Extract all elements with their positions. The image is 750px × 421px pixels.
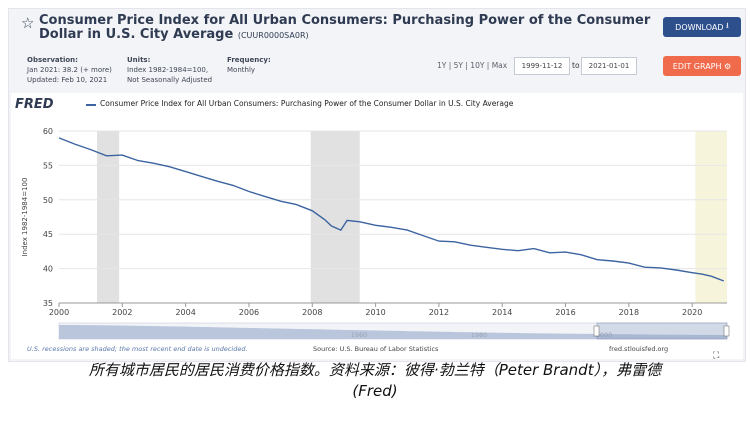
observation-value[interactable]: Jan 2021: 38.2 (+ more) <box>27 66 112 74</box>
download-icon: ⭳ <box>723 21 729 30</box>
edit-graph-label: EDIT GRAPH <box>672 61 722 71</box>
fullscreen-icon[interactable]: ⛶ <box>713 351 720 361</box>
recession-note: U.S. recessions are shaded; the most rec… <box>27 345 248 353</box>
page-title: Consumer Price Index for All Urban Consu… <box>39 14 669 43</box>
navigator-label: 1960 <box>351 331 368 339</box>
units-value-1: Index 1982-1984=100, <box>127 66 209 74</box>
legend-swatch <box>86 104 96 106</box>
edit-graph-button[interactable]: EDIT GRAPH ⚙ <box>663 56 741 76</box>
chart-panel: FRED Consumer Price Index for All Urban … <box>11 93 743 361</box>
star-icon[interactable]: ☆ <box>21 14 35 32</box>
start-date-input[interactable]: 1999-11-12 <box>514 57 570 75</box>
x-tick-label: 2016 <box>555 308 575 317</box>
legend-label: Consumer Price Index for All Urban Consu… <box>100 99 514 108</box>
page-title-text: Consumer Price Index for All Urban Consu… <box>39 13 651 42</box>
x-tick-label: 2002 <box>112 308 132 317</box>
y-tick-label: 50 <box>43 196 53 205</box>
units-block: Units: Index 1982-1984=100, Not Seasonal… <box>127 55 212 85</box>
caption-line-1: 所有城市居民的居民消费价格指数。资料来源：彼得·勃兰特（Peter Brandt… <box>88 361 662 379</box>
x-tick-label: 2014 <box>492 308 512 317</box>
navigator-handle-left <box>593 325 600 337</box>
site-url[interactable]: fred.stlouisfed.org <box>609 345 669 353</box>
gear-icon: ⚙ <box>721 61 732 71</box>
observation-block: Observation: Jan 2021: 38.2 (+ more) Upd… <box>27 55 112 85</box>
end-date-input[interactable]: 2021-01-01 <box>581 57 637 75</box>
recession-band <box>96 131 120 303</box>
source-label: Source: U.S. Bureau of Labor Statistics <box>313 345 439 353</box>
y-tick-label: 40 <box>43 265 53 274</box>
recession-band <box>695 131 727 303</box>
navigator-selection <box>596 322 728 340</box>
x-tick-label: 2018 <box>619 308 639 317</box>
frequency-label: Frequency: <box>227 56 271 64</box>
navigator-handle-right <box>723 325 730 337</box>
frequency-value: Monthly <box>227 66 256 74</box>
fred-logo: FRED <box>15 97 54 112</box>
y-tick-label: 35 <box>43 299 53 308</box>
series-id: (CUUR0000SA0R) <box>237 31 309 40</box>
x-tick-label: 2010 <box>365 308 385 317</box>
line-chart: 35 40 45 50 55 60 2000 2002 2004 2006 2008 2010 2012… <box>21 127 730 340</box>
navigator-label: 1980 <box>471 331 488 339</box>
fred-page: ☆ Consumer Price Index for All Urban Con… <box>8 8 746 362</box>
y-tick-label: 55 <box>43 161 53 170</box>
updated-date: Updated: Feb 10, 2021 <box>27 76 108 84</box>
units-value-2: Not Seasonally Adjusted <box>127 76 213 84</box>
caption-line-2: (Fred) <box>352 382 398 400</box>
x-tick-label: 2000 <box>49 308 69 317</box>
frequency-block: Frequency: Monthly <box>227 55 271 75</box>
units-label: Units: <box>127 56 151 64</box>
navigator-label: 2000 <box>596 331 613 339</box>
x-tick-label: 2020 <box>682 308 702 317</box>
y-tick-label: 45 <box>43 230 53 239</box>
y-tick-label: 60 <box>43 127 53 136</box>
series-line <box>58 137 725 282</box>
download-button[interactable]: DOWNLOAD ⭳ <box>663 17 741 37</box>
x-tick-label: 2008 <box>302 308 322 317</box>
range-buttons[interactable]: 1Y | 5Y | 10Y | Max <box>437 61 508 70</box>
to-label: to <box>572 61 580 70</box>
recession-band <box>310 131 360 303</box>
caption: 所有城市居民的居民消费价格指数。资料来源：彼得·勃兰特（Peter Brandt… <box>0 360 750 402</box>
y-axis-label: Index 1982-1984=100 <box>21 178 29 257</box>
x-tick-label: 2006 <box>239 308 259 317</box>
observation-label: Observation: <box>27 56 78 64</box>
x-tick-label: 2004 <box>175 308 195 317</box>
download-label: DOWNLOAD <box>675 22 724 32</box>
navigator-area <box>59 325 727 339</box>
x-tick-label: 2012 <box>429 308 449 317</box>
